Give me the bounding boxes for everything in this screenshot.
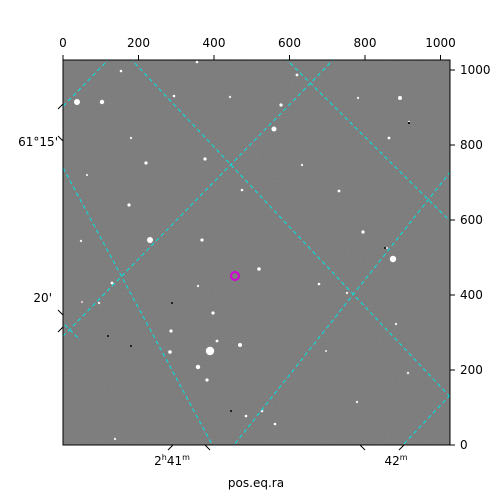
right-axis bbox=[450, 69, 455, 446]
star bbox=[85, 173, 89, 177]
star bbox=[110, 281, 114, 285]
star bbox=[127, 203, 131, 207]
star bbox=[169, 329, 173, 333]
right-tick-label: 800 bbox=[460, 138, 483, 152]
right-tick-label: 600 bbox=[460, 213, 483, 227]
grid-line-dec bbox=[63, 166, 213, 445]
dark-speck bbox=[384, 247, 386, 249]
right-tick-label: 200 bbox=[460, 363, 483, 377]
star bbox=[200, 238, 204, 242]
grid-line-dec bbox=[286, 60, 450, 222]
star bbox=[79, 239, 83, 243]
star bbox=[168, 350, 172, 354]
x-axis-label: pos.eq.ra bbox=[228, 476, 284, 490]
top-tick-label: 800 bbox=[354, 36, 377, 50]
star bbox=[172, 94, 176, 98]
grid-line-dec bbox=[131, 60, 450, 398]
dark-speck bbox=[130, 345, 132, 347]
star bbox=[273, 422, 277, 426]
star bbox=[295, 73, 299, 77]
ra-tick-label: 42m bbox=[384, 453, 407, 468]
star bbox=[205, 346, 215, 356]
right-tick-label: 400 bbox=[460, 288, 483, 302]
left-axis bbox=[57, 103, 64, 333]
right-tick-label: 1000 bbox=[460, 63, 491, 77]
star bbox=[144, 161, 148, 165]
star bbox=[99, 99, 105, 105]
target-marker-icon bbox=[230, 271, 240, 281]
grid-line-ra bbox=[63, 60, 109, 108]
dark-speck bbox=[230, 410, 232, 412]
star bbox=[361, 230, 365, 234]
star bbox=[398, 96, 402, 100]
coordinate-grid bbox=[63, 60, 450, 445]
top-tick-label: 0 bbox=[59, 36, 67, 50]
star bbox=[205, 378, 209, 382]
top-tick-label: 1000 bbox=[425, 36, 456, 50]
star bbox=[147, 237, 153, 243]
star bbox=[228, 95, 232, 99]
star bbox=[244, 414, 248, 418]
star bbox=[279, 103, 283, 107]
star bbox=[113, 437, 117, 441]
dec-tick-label: 20' bbox=[33, 291, 52, 305]
top-tick-label: 200 bbox=[127, 36, 150, 50]
star bbox=[355, 400, 359, 404]
dec-tick-label: 61°15' bbox=[18, 135, 58, 149]
star bbox=[324, 349, 328, 353]
star bbox=[119, 69, 123, 73]
dark-speck bbox=[408, 122, 410, 124]
star bbox=[215, 339, 219, 343]
bottom-axis bbox=[167, 444, 405, 451]
star bbox=[385, 246, 389, 250]
star bbox=[97, 301, 101, 305]
star bbox=[240, 188, 244, 192]
star bbox=[80, 300, 84, 304]
top-axis bbox=[62, 55, 441, 60]
star bbox=[195, 60, 199, 64]
star bbox=[356, 96, 360, 100]
star bbox=[394, 322, 398, 326]
star bbox=[389, 255, 397, 263]
star bbox=[211, 311, 215, 315]
star bbox=[337, 189, 341, 193]
star bbox=[74, 99, 80, 105]
right-tick-label: 0 bbox=[460, 438, 468, 452]
dark-speck bbox=[171, 302, 173, 304]
star bbox=[203, 157, 207, 161]
stars-layer bbox=[63, 60, 450, 445]
grid-line-ra bbox=[63, 60, 334, 337]
star bbox=[196, 284, 200, 288]
star bbox=[195, 364, 201, 370]
star bbox=[257, 267, 261, 271]
grid-line-ra bbox=[233, 171, 450, 445]
plot-frame bbox=[62, 59, 451, 446]
star bbox=[406, 371, 410, 375]
dark-speck bbox=[107, 335, 109, 337]
star bbox=[129, 136, 133, 140]
grid-line-ra bbox=[402, 394, 450, 445]
ra-tick-label: 2h41m bbox=[154, 453, 190, 468]
star bbox=[317, 282, 321, 286]
image-noise bbox=[63, 60, 450, 445]
star bbox=[238, 343, 242, 347]
star bbox=[300, 163, 304, 167]
star bbox=[387, 136, 391, 140]
star bbox=[345, 291, 349, 295]
star bbox=[271, 126, 277, 132]
top-tick-label: 600 bbox=[278, 36, 301, 50]
top-tick-label: 400 bbox=[203, 36, 226, 50]
